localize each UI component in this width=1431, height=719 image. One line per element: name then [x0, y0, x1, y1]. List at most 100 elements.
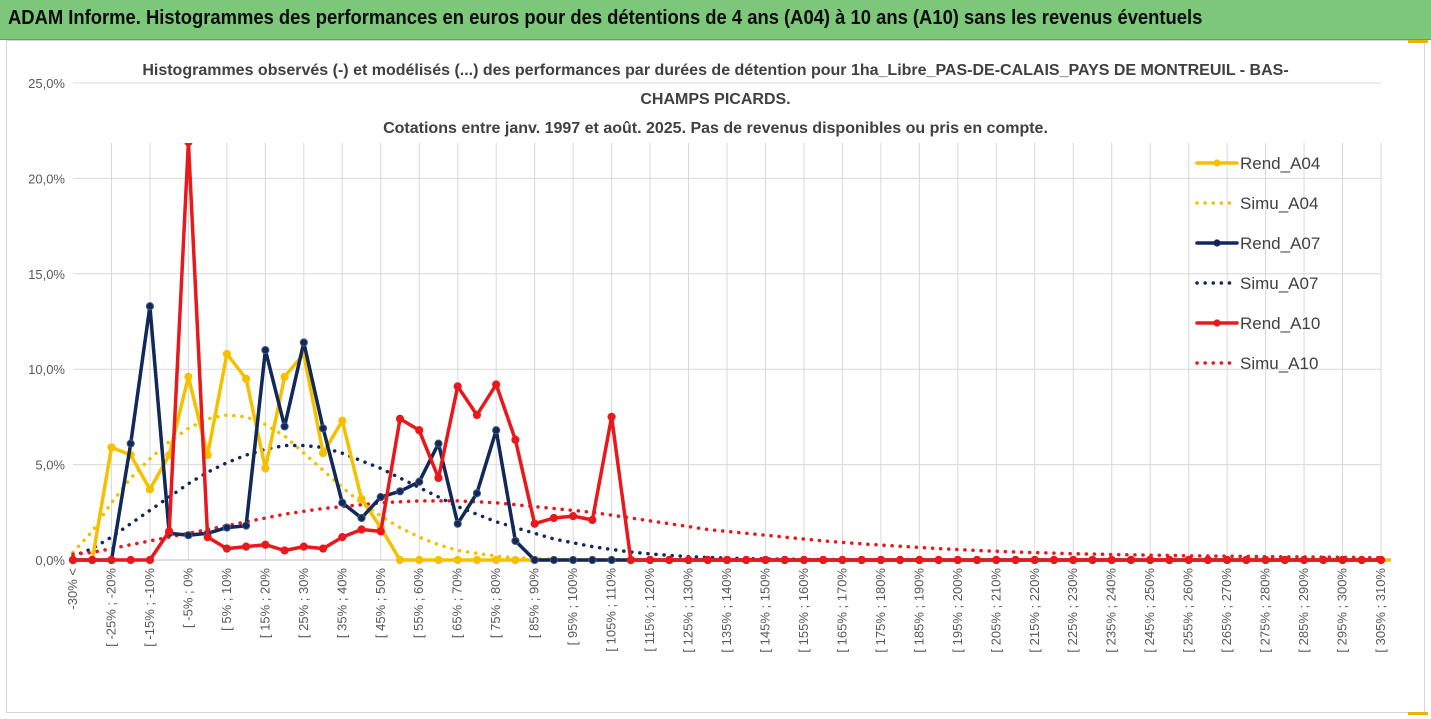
- data-point-rend-a10: [1165, 555, 1174, 565]
- data-point-rend-a04: [472, 555, 482, 565]
- data-point-rend-a04: [1416, 556, 1423, 563]
- data-point-rend-a04: [357, 494, 366, 504]
- data-point-rend-a10: [1049, 555, 1059, 565]
- legend-label-rend-a10: Rend_A10: [1240, 314, 1320, 333]
- corner-mark-bottom: [1408, 712, 1428, 715]
- x-tick-label: [ 185% ; 190%: [911, 568, 926, 653]
- series-group: [68, 143, 1423, 565]
- report-banner: ADAM Informe. Histogrammes des performan…: [0, 0, 1431, 40]
- x-tick-label: [ 305% ; 310%: [1373, 568, 1388, 653]
- data-point-rend-a04: [184, 372, 193, 381]
- x-tick-label: [ -25% ; -20%: [103, 568, 118, 647]
- legend-label-simu-a04: Simu_A04: [1240, 194, 1318, 213]
- data-point-rend-a10: [453, 382, 462, 391]
- data-point-rend-a07: [376, 492, 385, 502]
- x-tick-label: [ 245% ; 250%: [1142, 568, 1157, 653]
- x-tick-label: [ 65% ; 70%: [450, 568, 465, 639]
- data-point-rend-a04: [318, 449, 328, 458]
- y-tick-label: 15,0%: [28, 267, 65, 282]
- x-tick-label: [ 115% ; 120%: [642, 568, 657, 652]
- x-tick-label: [ 265% ; 270%: [1219, 568, 1234, 653]
- x-tick-label: [ 25% ; 30%: [296, 568, 311, 639]
- data-point-rend-a10: [934, 555, 943, 565]
- data-point-rend-a04: [453, 555, 462, 565]
- data-point-rend-a07: [511, 536, 520, 546]
- data-point-rend-a07: [261, 346, 270, 355]
- data-point-rend-a10: [915, 555, 924, 565]
- x-tick-label: [ 55% ; 60%: [411, 568, 426, 639]
- chart-title-line-3: Cotations entre janv. 1997 et août. 2025…: [383, 120, 1048, 137]
- data-point-rend-a10: [1280, 555, 1289, 565]
- x-tick-label: [ 45% ; 50%: [373, 568, 388, 639]
- y-tick-label: 20,0%: [28, 171, 65, 186]
- data-point-rend-a10: [145, 555, 155, 565]
- data-point-rend-a07: [338, 498, 347, 507]
- data-point-rend-a10: [588, 515, 597, 525]
- chart-title-line-2: CHAMPS PICARDS.: [640, 91, 791, 108]
- data-point-rend-a10: [1299, 555, 1309, 565]
- data-point-rend-a10: [876, 555, 885, 565]
- y-tick-label: 25,0%: [28, 76, 65, 91]
- data-point-rend-a10: [280, 546, 289, 555]
- data-point-rend-a04: [261, 464, 270, 473]
- legend-label-rend-a04: Rend_A04: [1240, 154, 1320, 173]
- data-point-rend-a10: [184, 143, 193, 147]
- x-tick-label: [ 75% ; 80%: [488, 568, 503, 639]
- legend-marker-rend-a04: [1213, 159, 1221, 167]
- x-tick-label: [ 215% ; 220%: [1027, 568, 1042, 653]
- data-point-rend-a04: [242, 374, 251, 383]
- data-point-rend-a10: [203, 533, 212, 542]
- data-point-rend-a07: [184, 531, 193, 540]
- data-point-rend-a10: [722, 555, 732, 565]
- data-point-rend-a10: [530, 519, 539, 528]
- data-point-rend-a07: [242, 521, 251, 530]
- data-point-rend-a10: [511, 435, 520, 444]
- x-tick-label: [ 225% ; 230%: [1065, 568, 1080, 653]
- data-point-rend-a07: [549, 555, 558, 565]
- data-point-rend-a04: [145, 485, 155, 494]
- data-point-rend-a10: [165, 527, 174, 536]
- data-point-rend-a04: [222, 349, 231, 359]
- x-tick-label: [ 255% ; 260%: [1181, 568, 1196, 653]
- legend-marker-rend-a07: [1213, 239, 1221, 247]
- x-tick-label: [ -5% ; 0%: [180, 568, 195, 628]
- data-point-rend-a10: [299, 542, 308, 551]
- data-point-rend-a10: [569, 512, 578, 521]
- x-tick-label: [ 155% ; 160%: [796, 568, 811, 653]
- data-point-rend-a04: [107, 443, 116, 452]
- data-point-rend-a10: [88, 555, 97, 565]
- x-tick-label: [ 15% ; 20%: [257, 568, 272, 639]
- x-tick-label: [ 145% ; 150%: [757, 568, 772, 653]
- data-point-rend-a04: [280, 372, 289, 381]
- data-point-rend-a10: [992, 555, 1001, 565]
- data-point-rend-a10: [607, 412, 616, 421]
- data-point-rend-a10: [838, 555, 847, 565]
- data-point-rend-a10: [434, 473, 443, 483]
- y-tick-label: 0,0%: [35, 553, 65, 568]
- data-point-rend-a10: [626, 555, 635, 565]
- legend-label-simu-a07: Simu_A07: [1240, 274, 1318, 293]
- data-point-rend-a07: [434, 439, 443, 448]
- data-point-rend-a10: [799, 555, 809, 565]
- data-point-rend-a04: [395, 555, 405, 565]
- data-point-rend-a10: [338, 533, 347, 542]
- x-tick-label: [ 165% ; 170%: [834, 568, 849, 653]
- data-point-rend-a07: [280, 422, 289, 431]
- data-point-rend-a10: [1319, 555, 1328, 565]
- data-point-rend-a10: [953, 555, 962, 565]
- data-point-rend-a10: [1357, 555, 1366, 565]
- data-point-rend-a10: [1011, 555, 1020, 565]
- data-point-rend-a10: [1107, 555, 1116, 565]
- data-point-rend-a07: [492, 426, 501, 435]
- data-point-rend-a07: [299, 338, 308, 347]
- data-point-rend-a04: [492, 555, 501, 565]
- data-point-rend-a10: [1126, 555, 1136, 565]
- data-point-rend-a10: [261, 540, 270, 549]
- data-point-rend-a10: [857, 555, 866, 565]
- data-point-rend-a10: [742, 555, 751, 565]
- data-point-rend-a10: [68, 555, 78, 565]
- y-tick-label: 10,0%: [28, 362, 65, 377]
- x-tick-label: [ 235% ; 240%: [1104, 568, 1119, 653]
- data-point-rend-a07: [318, 424, 328, 433]
